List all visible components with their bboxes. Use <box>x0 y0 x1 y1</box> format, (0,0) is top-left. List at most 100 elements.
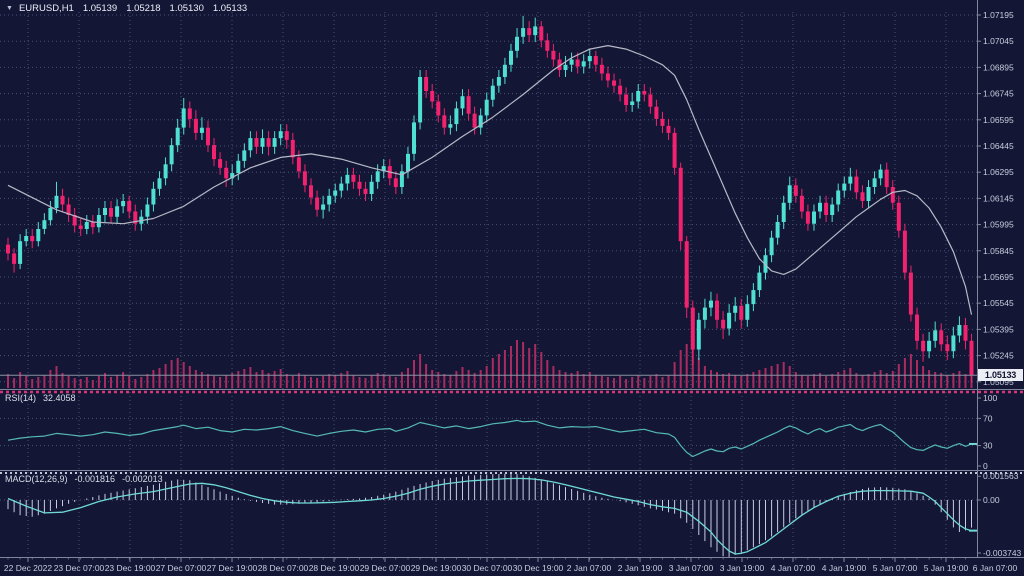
rsi-tick-label: 0 <box>983 461 988 471</box>
volume-bar <box>691 348 694 388</box>
volume-bar <box>667 375 670 388</box>
candle-body <box>799 195 804 212</box>
candle-body <box>436 101 441 116</box>
time-tick-label: 4 Jan 07:00 <box>771 563 816 573</box>
volume-bar <box>934 372 937 388</box>
volume-bar <box>891 371 894 388</box>
candle-body <box>751 290 756 305</box>
rsi-tick-label: 30 <box>983 441 993 451</box>
candle-body <box>430 91 435 102</box>
volume-bar <box>800 375 803 388</box>
candle-body <box>951 335 956 352</box>
time-tick-label: 3 Jan 07:00 <box>669 563 714 573</box>
volume-bar <box>685 344 688 388</box>
volume-bar <box>528 348 531 388</box>
low-value: 1.05130 <box>169 3 204 14</box>
volume-bar <box>25 376 28 388</box>
time-tick-label: 6 Jan 07:00 <box>973 563 1018 573</box>
volume-bar <box>649 376 652 388</box>
candle-body <box>206 127 210 146</box>
candle-body <box>533 26 538 36</box>
candle-body <box>709 300 713 308</box>
volume-bar <box>909 354 912 388</box>
candle-body <box>351 174 356 182</box>
candle-body <box>127 201 132 212</box>
candle-body <box>545 40 550 51</box>
volume-bar <box>491 358 494 388</box>
volume-bar <box>110 377 112 388</box>
candle-body <box>90 222 95 228</box>
candle-body <box>424 77 429 91</box>
volume-bar <box>364 378 367 388</box>
volume-bar <box>558 370 561 388</box>
volume-bar <box>703 366 706 388</box>
candle-body <box>502 64 507 77</box>
candle-body <box>30 236 35 242</box>
candle-body <box>599 64 604 74</box>
volume-bar <box>279 369 282 388</box>
candle-body <box>224 167 229 179</box>
volume-bar <box>340 373 343 388</box>
candle-body <box>902 230 907 273</box>
volume-bars <box>7 340 973 388</box>
volume-bar <box>510 346 512 388</box>
volume-bar <box>861 375 864 388</box>
candle-body <box>678 167 683 242</box>
panel-separators[interactable] <box>0 0 1024 558</box>
volume-bar <box>497 354 500 388</box>
price-tick-label: 1.06895 <box>983 62 1014 72</box>
candle-body <box>872 178 877 187</box>
candle-body <box>581 61 586 67</box>
price-axis[interactable]: 1.07195 1.07045 1.06895 1.06745 1.06595 1.064… <box>977 10 1022 558</box>
candle-body <box>745 304 750 320</box>
volume-bar <box>431 370 434 388</box>
price-tick-label: 1.05095 <box>983 377 1014 387</box>
volume-bar <box>813 374 815 388</box>
volume-bar <box>255 372 258 388</box>
candle-body <box>612 80 616 86</box>
volume-bar <box>570 373 573 388</box>
volume-bar <box>740 376 743 388</box>
candle-body <box>866 187 871 201</box>
candle-body <box>969 340 974 376</box>
candle-body <box>466 96 471 114</box>
candle-body <box>624 94 629 105</box>
volume-bar <box>49 370 52 388</box>
volume-bar <box>722 374 725 388</box>
price-tick-label: 1.05395 <box>983 324 1014 334</box>
volume-bar <box>734 375 737 388</box>
volume-bar <box>855 373 858 388</box>
volume-bar <box>146 374 149 388</box>
macd-label: MACD(12,26,9) -0.001816 -0.002013 <box>5 474 163 484</box>
volume-bar <box>67 376 70 388</box>
chart-header: ▼ EURUSD,H1 1.05139 1.05218 1.05130 1.05… <box>6 3 247 14</box>
volume-bar <box>613 378 615 388</box>
price-tick-label: 1.06745 <box>983 89 1014 99</box>
candle-body <box>333 190 338 196</box>
volume-bar <box>825 376 828 388</box>
candle-body <box>636 91 641 102</box>
volume-bar <box>582 374 585 388</box>
candle-body <box>24 236 29 242</box>
volume-bar <box>449 375 452 388</box>
volume-bar <box>776 364 779 388</box>
volume-bar <box>322 376 325 388</box>
volume-bar <box>879 370 882 388</box>
volume-bar <box>600 376 603 388</box>
volume-bar <box>249 367 252 388</box>
candle-body <box>393 178 398 187</box>
candle-body <box>927 340 932 352</box>
rsi-tick-label: 100 <box>983 393 997 403</box>
triangle-down-icon[interactable]: ▼ <box>6 5 13 12</box>
volume-bar <box>352 375 355 388</box>
candle-body <box>272 138 277 147</box>
candle-body <box>109 208 113 217</box>
candle-body <box>212 145 216 160</box>
volume-bar <box>643 378 646 388</box>
candle-body <box>454 108 459 125</box>
candle-body <box>569 59 574 65</box>
candle-body <box>36 229 41 242</box>
time-axis[interactable]: 22 Dec 2022 23 Dec 07:00 23 Dec 19:00 27 De… <box>4 557 1018 573</box>
